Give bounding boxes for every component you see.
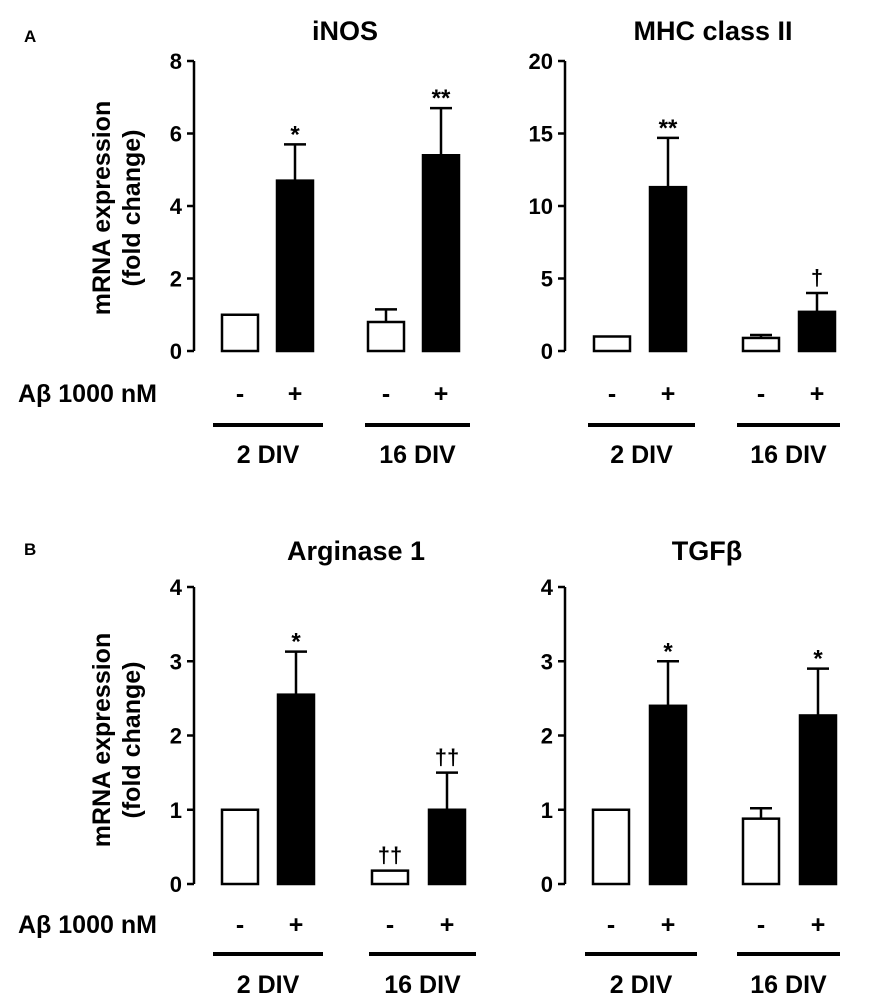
bar <box>797 310 837 353</box>
group-label: 16 DIV <box>379 441 456 469</box>
significance-annotation: †† <box>378 843 402 868</box>
y-tick-label: 3 <box>170 649 182 674</box>
y-axis-label-a-line2: (fold change) <box>118 130 146 287</box>
y-tick-label: 4 <box>541 575 554 600</box>
bar <box>220 808 260 886</box>
treatment-symbol: + <box>434 380 449 408</box>
panel-label-a: A <box>24 27 36 46</box>
significance-annotation: ** <box>432 85 451 112</box>
y-tick-label: 0 <box>170 872 182 897</box>
treatment-symbol: - <box>608 380 616 408</box>
y-axis-label-a-line1: mRNA expression <box>88 101 116 315</box>
bar <box>366 320 406 353</box>
chart-title: MHC class II <box>633 16 792 46</box>
y-tick-label: 4 <box>170 575 183 600</box>
chart-2: Arginase 1 0 1 2 3 4 - * + †† - †† +2 DIV 16 DIV <box>170 536 476 999</box>
y-tick-label: 2 <box>170 267 182 292</box>
y-tick-label: 15 <box>529 122 553 147</box>
y-tick-label: 0 <box>541 872 553 897</box>
treatment-symbol: + <box>661 911 676 939</box>
y-tick-label: 4 <box>170 194 183 219</box>
treatment-symbol: + <box>289 911 304 939</box>
group-label: 16 DIV <box>750 971 827 999</box>
bar <box>741 817 781 886</box>
y-tick-label: 1 <box>541 798 553 823</box>
chart-3: TGFβ 0 1 2 3 4 - * + - * +2 DIV 16 DIV <box>541 536 840 999</box>
y-tick-label: 2 <box>541 724 553 749</box>
bar <box>648 704 688 886</box>
y-tick-label: 1 <box>170 798 182 823</box>
treatment-symbol: + <box>288 380 303 408</box>
y-tick-label: 6 <box>170 122 182 147</box>
treatment-symbol: - <box>236 911 244 939</box>
group-label: 2 DIV <box>610 441 673 469</box>
treatment-symbol: + <box>440 911 455 939</box>
treatment-symbol: + <box>811 911 826 939</box>
treatment-symbol: + <box>661 380 676 408</box>
bar <box>220 313 260 353</box>
bar <box>648 185 688 353</box>
y-tick-label: 8 <box>170 49 182 74</box>
treatment-symbol: + <box>810 380 825 408</box>
treatment-symbol: - <box>382 380 390 408</box>
significance-annotation: ** <box>659 115 678 142</box>
significance-annotation: * <box>813 646 823 673</box>
bar <box>275 179 315 353</box>
chart-title: iNOS <box>312 16 378 46</box>
treatment-label-a: Aβ 1000 nM <box>18 380 157 408</box>
y-tick-label: 5 <box>541 267 553 292</box>
group-label: 16 DIV <box>384 971 461 999</box>
treatment-symbol: - <box>236 380 244 408</box>
significance-annotation: †† <box>435 745 459 770</box>
bar <box>798 714 838 886</box>
bar <box>427 808 467 886</box>
significance-annotation: * <box>663 638 673 665</box>
treatment-symbol: - <box>386 911 394 939</box>
y-axis-label-b-line1: mRNA expression <box>88 633 116 847</box>
bar <box>741 336 781 353</box>
y-tick-label: 20 <box>529 49 553 74</box>
chart-title: Arginase 1 <box>287 536 425 566</box>
group-label: 2 DIV <box>237 441 300 469</box>
group-label: 16 DIV <box>750 441 827 469</box>
treatment-symbol: - <box>607 911 615 939</box>
significance-annotation: * <box>291 629 301 656</box>
y-tick-label: 10 <box>529 194 553 219</box>
y-axis-label-b-line2: (fold change) <box>118 662 146 819</box>
significance-annotation: † <box>811 265 823 290</box>
bar <box>276 693 316 886</box>
y-tick-label: 0 <box>170 339 182 364</box>
y-tick-label: 3 <box>541 649 553 674</box>
group-label: 2 DIV <box>610 971 673 999</box>
bar <box>421 154 461 353</box>
panel-label-b: B <box>24 540 36 559</box>
group-label: 2 DIV <box>237 971 300 999</box>
y-tick-label: 0 <box>541 339 553 364</box>
bar <box>592 335 632 353</box>
treatment-symbol: - <box>757 911 765 939</box>
treatment-symbol: - <box>757 380 765 408</box>
bar <box>591 808 631 886</box>
chart-0: iNOS 0 2 4 6 8 - * + - ** +2 DIV 16 DIV <box>170 16 470 469</box>
y-tick-label: 2 <box>170 724 182 749</box>
treatment-label-b: Aβ 1000 nM <box>18 911 157 939</box>
significance-annotation: * <box>290 121 300 148</box>
chart-title: TGFβ <box>672 536 742 566</box>
chart-1: MHC class II 0 5 10 15 20 - ** + - † +2 DIV 16 DIV <box>529 16 840 469</box>
bar <box>370 869 410 886</box>
